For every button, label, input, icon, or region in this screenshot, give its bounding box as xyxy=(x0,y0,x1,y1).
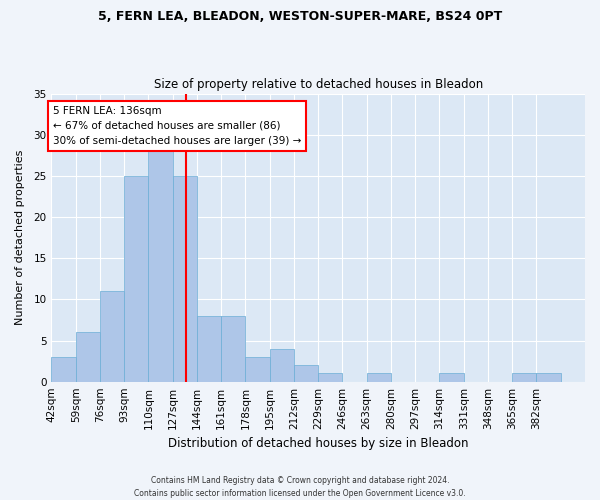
Bar xyxy=(52,357,76,382)
Bar xyxy=(173,176,197,382)
Bar xyxy=(76,332,100,382)
X-axis label: Distribution of detached houses by size in Bleadon: Distribution of detached houses by size … xyxy=(168,437,469,450)
Bar xyxy=(367,374,391,382)
Y-axis label: Number of detached properties: Number of detached properties xyxy=(15,150,25,326)
Bar xyxy=(197,316,221,382)
Text: 5, FERN LEA, BLEADON, WESTON-SUPER-MARE, BS24 0PT: 5, FERN LEA, BLEADON, WESTON-SUPER-MARE,… xyxy=(98,10,502,23)
Bar xyxy=(100,291,124,382)
Bar xyxy=(270,349,294,382)
Bar xyxy=(318,374,343,382)
Text: 5 FERN LEA: 136sqm
← 67% of detached houses are smaller (86)
30% of semi-detache: 5 FERN LEA: 136sqm ← 67% of detached hou… xyxy=(53,106,301,146)
Bar xyxy=(245,357,270,382)
Bar xyxy=(512,374,536,382)
Bar xyxy=(148,143,173,382)
Bar xyxy=(221,316,245,382)
Bar xyxy=(294,365,318,382)
Bar xyxy=(439,374,464,382)
Text: Contains HM Land Registry data © Crown copyright and database right 2024.
Contai: Contains HM Land Registry data © Crown c… xyxy=(134,476,466,498)
Bar xyxy=(536,374,561,382)
Title: Size of property relative to detached houses in Bleadon: Size of property relative to detached ho… xyxy=(154,78,483,91)
Bar xyxy=(124,176,148,382)
